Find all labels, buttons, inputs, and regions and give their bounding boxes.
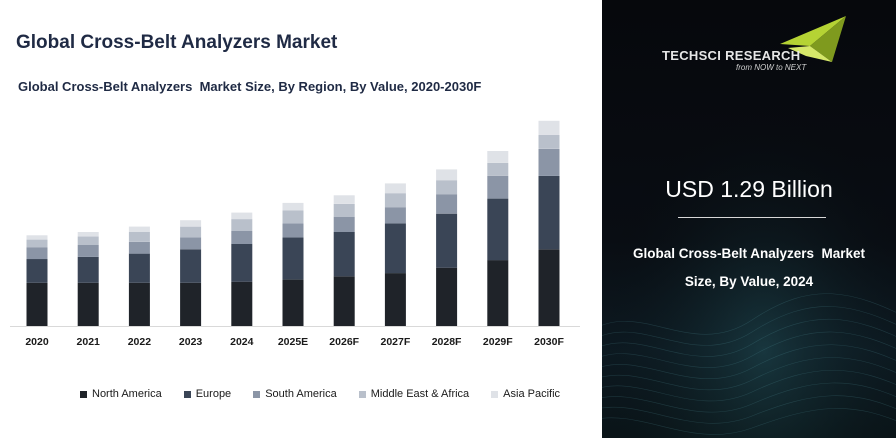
brand-tagline: from NOW to NEXT	[736, 63, 807, 72]
x-tick-label: 2029F	[483, 336, 513, 348]
brand-name: TECHSCI RESEARCH	[662, 48, 801, 63]
divider	[678, 217, 826, 218]
chart-panel: Global Cross-Belt Analyzers Market Globa…	[10, 32, 582, 400]
bar-segment-europe-2025e	[282, 237, 304, 280]
bar-segment-south-america-2028f	[436, 194, 458, 214]
x-tick-label: 2023	[179, 336, 203, 348]
bar-segment-middle-east-africa-2025e	[282, 210, 304, 224]
bar-segment-asia-pacific-2020	[26, 235, 48, 240]
bar-segment-asia-pacific-2023	[180, 220, 202, 227]
bar-segment-asia-pacific-2026f	[333, 195, 355, 204]
x-tick-label: 2027F	[381, 336, 411, 348]
legend-item-asia-pacific: Asia Pacific	[491, 388, 560, 400]
bar-segment-middle-east-africa-2024	[231, 219, 253, 231]
bar-segment-middle-east-africa-2023	[180, 226, 202, 238]
bar-segment-middle-east-africa-2029f	[487, 162, 509, 176]
bar-segment-south-america-2021	[77, 245, 99, 257]
market-description: Global Cross-Belt Analyzers Market Size,…	[602, 240, 896, 296]
bar-segment-middle-east-africa-2028f	[436, 180, 458, 195]
bar-segment-south-america-2024	[231, 231, 253, 244]
bar-segment-north-america-2025e	[282, 279, 304, 326]
legend-item-south-america: South America	[253, 388, 337, 400]
bar-segment-south-america-2026f	[333, 216, 355, 232]
bar-segment-middle-east-africa-2022	[128, 232, 150, 242]
x-tick-label: 2022	[128, 336, 152, 348]
legend-label: Middle East & Africa	[370, 388, 470, 400]
legend-swatch	[491, 390, 499, 398]
bar-segment-asia-pacific-2025e	[282, 202, 304, 211]
description-line-1: Global Cross-Belt Analyzers Market	[632, 246, 866, 261]
legend-swatch	[253, 390, 261, 398]
legend-label: North America	[92, 388, 162, 400]
bar-segment-europe-2027f	[384, 223, 406, 274]
bar-segment-north-america-2023	[180, 282, 202, 326]
bar-segment-north-america-2022	[128, 282, 150, 326]
description-line-2: Size, By Value, 2024	[684, 274, 814, 289]
bar-segment-middle-east-africa-2020	[26, 239, 48, 248]
bar-segment-middle-east-africa-2026f	[333, 204, 355, 217]
x-tick-label: 2024	[230, 336, 254, 348]
legend-swatch	[183, 390, 191, 398]
bar-segment-asia-pacific-2021	[77, 232, 99, 237]
bar-segment-europe-2022	[128, 253, 150, 283]
bar-segment-south-america-2022	[128, 241, 150, 254]
bar-segment-asia-pacific-2028f	[436, 169, 458, 181]
legend-label: Asia Pacific	[503, 388, 561, 400]
bar-segment-middle-east-africa-2030f	[538, 134, 560, 149]
legend-item-middle-east-africa: Middle East & Africa	[358, 388, 470, 400]
bar-segment-europe-2021	[77, 256, 99, 283]
market-value: USD 1.29 Billion	[665, 176, 833, 202]
x-tick-label: 2025E	[278, 336, 308, 348]
x-tick-label: 2021	[77, 336, 101, 348]
bar-segment-europe-2023	[180, 249, 202, 283]
bar-segment-europe-2030f	[538, 175, 560, 250]
chart-subtitle: Global Cross-Belt Analyzers Market Size,…	[18, 79, 482, 94]
bar-segment-asia-pacific-2022	[128, 226, 150, 232]
chart-legend: North America Europe South America Middle E…	[80, 388, 582, 400]
bar-segment-asia-pacific-2030f	[538, 120, 560, 135]
summary-panel: TECHSCI RESEARCH from NOW to NEXT USD 1.…	[602, 0, 896, 438]
bar-segment-north-america-2021	[77, 282, 99, 326]
bar-segment-europe-2028f	[436, 213, 458, 268]
bar-segment-asia-pacific-2029f	[487, 151, 509, 163]
legend-item-north-america: North America	[80, 388, 162, 400]
legend-label: South America	[265, 388, 337, 400]
legend-swatch	[358, 390, 366, 398]
bar-segment-south-america-2020	[26, 247, 48, 260]
bar-segment-middle-east-africa-2021	[77, 236, 99, 245]
bar-segment-north-america-2026f	[333, 276, 355, 326]
techsci-logo	[780, 16, 846, 62]
bar-segment-europe-2024	[231, 243, 253, 282]
bar-segment-europe-2026f	[333, 232, 355, 277]
page-title: Global Cross-Belt Analyzers Market	[16, 32, 338, 53]
legend-swatch	[80, 390, 87, 398]
bar-segment-north-america-2029f	[487, 260, 509, 326]
bar-segment-north-america-2028f	[436, 267, 458, 326]
legend-item-europe: Europe	[183, 388, 232, 400]
bar-segment-asia-pacific-2024	[231, 212, 253, 220]
bar-segment-south-america-2030f	[538, 148, 560, 176]
bar-segment-middle-east-africa-2027f	[384, 193, 406, 208]
stacked-bar-chart: 2020 2021 2022 2023 2024 2025E 2026F 2027F 2028F…	[10, 120, 580, 348]
bar-segment-south-america-2025e	[282, 223, 304, 238]
bar-segment-north-america-2027f	[384, 273, 406, 326]
bar-segment-south-america-2029f	[487, 175, 509, 199]
x-tick-label: 2026F	[329, 336, 359, 348]
bar-segment-north-america-2030f	[538, 249, 560, 326]
bar-segment-south-america-2027f	[384, 207, 406, 224]
legend-label: Europe	[195, 388, 232, 400]
x-tick-label: 2020	[25, 336, 49, 348]
bar-segment-asia-pacific-2027f	[384, 183, 406, 194]
bar-segment-europe-2029f	[487, 198, 509, 261]
bar-segment-north-america-2020	[26, 282, 48, 326]
x-tick-label: 2030F	[534, 336, 564, 348]
wave-background-graphic	[602, 0, 896, 438]
bar-segment-south-america-2023	[180, 237, 202, 250]
bar-segment-north-america-2024	[231, 281, 253, 326]
x-tick-label: 2028F	[432, 336, 462, 348]
bar-segment-europe-2020	[26, 259, 48, 283]
